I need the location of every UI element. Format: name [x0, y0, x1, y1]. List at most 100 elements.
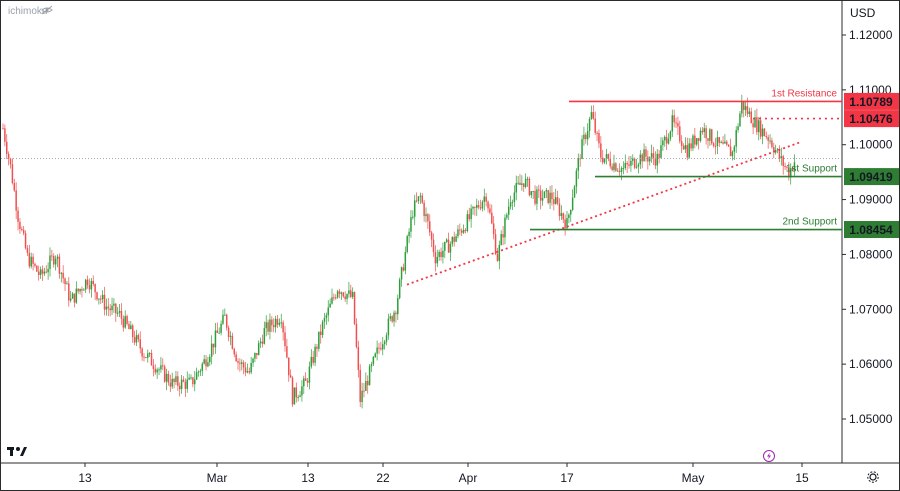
candle-body — [675, 122, 677, 124]
currency-label: USD — [850, 6, 876, 20]
candle-body — [744, 106, 747, 110]
candle-body — [519, 182, 521, 185]
candle-body — [547, 190, 549, 203]
candle-body — [32, 256, 34, 264]
candle-body — [513, 192, 516, 202]
candle-body — [714, 145, 717, 147]
candle-body — [543, 191, 546, 198]
candle-body — [521, 183, 523, 185]
candle-body — [64, 278, 66, 285]
candle-body — [462, 229, 465, 233]
candle-body — [323, 317, 326, 322]
candle-body — [485, 196, 487, 202]
candle-body — [244, 367, 247, 373]
candle-body — [77, 288, 79, 292]
candle-body — [682, 145, 685, 150]
candle-body — [588, 118, 591, 131]
candle-body — [327, 307, 329, 316]
candle-body — [81, 289, 83, 291]
gear-icon[interactable] — [867, 471, 879, 483]
candle-body — [160, 365, 162, 370]
candle-body — [154, 368, 157, 373]
candle-body — [791, 168, 794, 171]
candle-body — [436, 256, 439, 264]
candle-body — [400, 267, 403, 280]
candle-body — [545, 190, 548, 192]
candle-body — [276, 318, 279, 325]
candle-body — [427, 214, 429, 222]
candle-body — [203, 359, 205, 364]
candle-body — [476, 205, 478, 208]
candle-body — [647, 156, 649, 162]
candle-body — [259, 341, 262, 344]
candle-body — [474, 206, 476, 208]
candle-body — [22, 229, 25, 234]
candle-body — [361, 390, 363, 403]
candle-body — [726, 141, 728, 145]
candle-body — [780, 156, 783, 159]
candle-body — [147, 353, 149, 358]
candle-body — [528, 178, 531, 196]
candle-body — [162, 365, 164, 367]
candle-body — [68, 283, 70, 301]
candle-body — [284, 332, 286, 347]
tradingview-logo-icon[interactable] — [7, 447, 27, 456]
candle-body — [289, 375, 292, 378]
candle-body — [622, 168, 625, 170]
candle-body — [214, 330, 217, 348]
candle-body — [695, 138, 698, 145]
candle-body — [398, 279, 401, 299]
candle-body — [344, 296, 346, 300]
lightning-icon[interactable] — [763, 450, 775, 462]
candle-body — [34, 263, 36, 266]
candle-body — [643, 149, 645, 162]
price-tick-label: 1.09000 — [849, 193, 893, 207]
candle-body — [641, 154, 643, 162]
candle-body — [502, 234, 504, 238]
candle-body — [278, 322, 281, 325]
candle-body — [784, 165, 786, 167]
currency-dot: · — [872, 4, 876, 18]
candle-body — [556, 197, 559, 204]
time-tick-label: Apr — [459, 471, 478, 485]
candle-body — [417, 196, 420, 201]
candle-body — [333, 297, 335, 299]
time-axis[interactable]: 13 Mar 13 22 Apr 17 May 15 — [78, 463, 809, 485]
watermark-text: ichimoku — [8, 6, 47, 17]
candle-body — [171, 378, 173, 387]
candle-body — [41, 269, 44, 274]
candle-body — [376, 347, 378, 354]
candle-body — [130, 325, 132, 330]
candle-body — [84, 279, 87, 290]
candle-body — [383, 341, 386, 345]
candle-body — [541, 197, 544, 201]
candle-body — [340, 292, 343, 294]
candle-body — [173, 378, 175, 383]
candle-body — [746, 106, 749, 114]
candle-body — [579, 158, 581, 160]
candle-body — [677, 123, 679, 127]
candle-body — [141, 348, 143, 357]
candle-body — [282, 322, 284, 333]
candle-body — [773, 147, 775, 153]
candle-body — [201, 363, 204, 371]
candle-body — [175, 376, 177, 383]
candle-body — [263, 328, 266, 344]
candle-body — [194, 379, 196, 385]
candle-body — [466, 214, 469, 231]
candle-body — [135, 335, 138, 343]
candle-body — [370, 364, 373, 367]
eye-icon[interactable] — [41, 5, 53, 15]
candle-body — [742, 100, 745, 110]
candle-body — [24, 233, 27, 249]
candle-body — [609, 158, 611, 167]
candle-body — [440, 251, 442, 258]
candle-body — [442, 250, 444, 258]
candle-body — [237, 361, 239, 363]
candle-body — [43, 271, 46, 274]
candle-body — [788, 167, 790, 178]
candle-body — [763, 128, 766, 137]
candle-body — [601, 157, 604, 163]
candle-body — [286, 346, 288, 358]
